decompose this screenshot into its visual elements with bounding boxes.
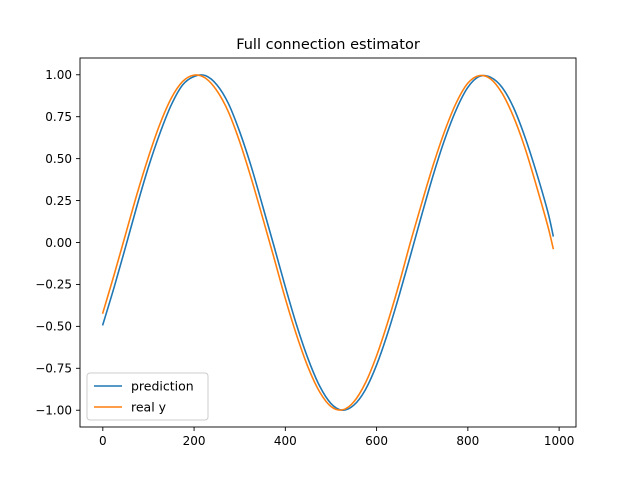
x-tick-label: 0 bbox=[99, 434, 107, 448]
chart-title: Full connection estimator bbox=[236, 37, 420, 53]
x-tick-label: 600 bbox=[365, 434, 388, 448]
y-tick-label: 0.00 bbox=[45, 236, 72, 250]
y-tick-label: 1.00 bbox=[45, 68, 72, 82]
y-tick-label: −0.25 bbox=[35, 278, 72, 292]
y-tick-label: −0.50 bbox=[35, 320, 72, 334]
x-tick-label: 400 bbox=[274, 434, 297, 448]
y-tick-label: 0.75 bbox=[45, 110, 72, 124]
y-tick-label: −1.00 bbox=[35, 404, 72, 418]
legend-label-real-y: real y bbox=[131, 400, 167, 415]
y-tick-label: 0.50 bbox=[45, 152, 72, 166]
x-tick-label: 800 bbox=[456, 434, 479, 448]
legend-label-prediction: prediction bbox=[131, 379, 194, 394]
x-tick-label: 200 bbox=[183, 434, 206, 448]
y-tick-label: 0.25 bbox=[45, 194, 72, 208]
y-tick-label: −0.75 bbox=[35, 362, 72, 376]
x-tick-label: 1000 bbox=[544, 434, 575, 448]
